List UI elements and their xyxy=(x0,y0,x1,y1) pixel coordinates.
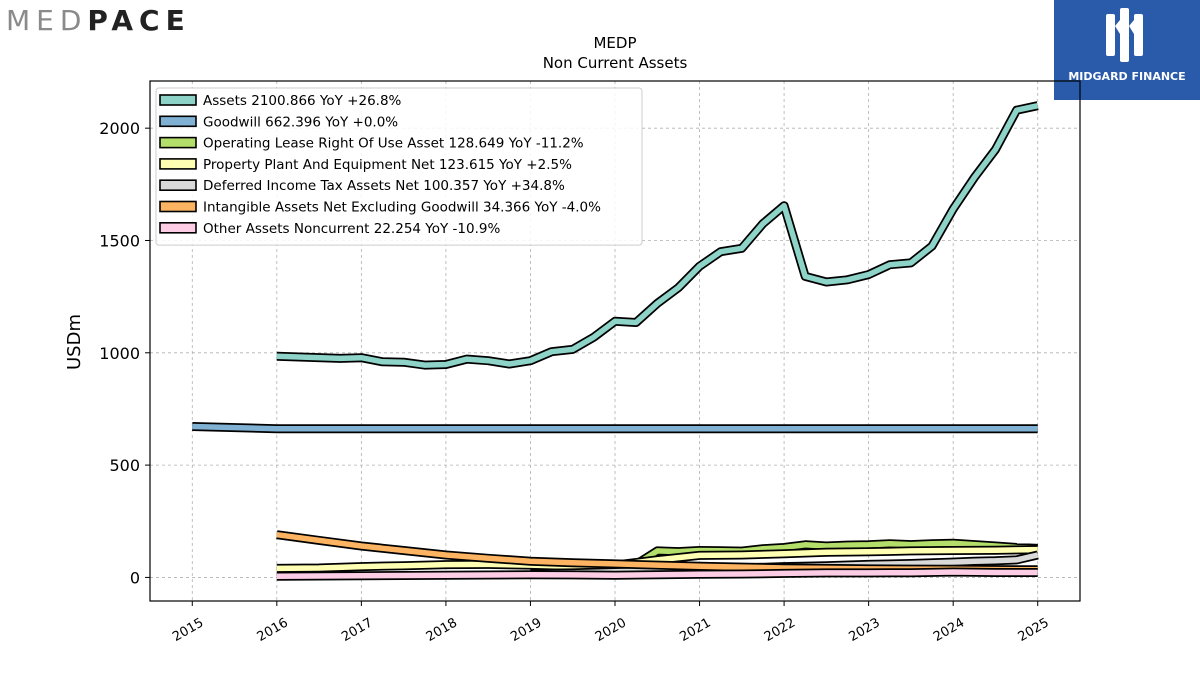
legend-swatch-6 xyxy=(159,222,197,234)
y-tick-label: 0 xyxy=(130,568,140,587)
midgard-finance-logo: MIDGARD FINANCE xyxy=(1054,0,1200,100)
midgard-brand-text: MIDGARD FINANCE xyxy=(1068,70,1186,83)
medpace-logo: MEDPACE xyxy=(6,4,191,37)
y-tick-label: 1000 xyxy=(99,344,140,363)
y-tick-label: 1500 xyxy=(99,231,140,250)
legend-label-4: Deferred Income Tax Assets Net 100.357 Y… xyxy=(203,178,565,194)
legend-swatch-0 xyxy=(159,94,197,106)
legend-label-1: Goodwill 662.396 YoY +0.0% xyxy=(203,114,398,130)
legend-box xyxy=(155,87,643,246)
legend-label-0: Assets 2100.866 YoY +26.8% xyxy=(203,93,402,109)
legend-swatch-3 xyxy=(159,158,197,170)
legend-swatch-4 xyxy=(159,179,197,191)
legend-label-5: Intangible Assets Net Excluding Goodwill… xyxy=(203,200,601,216)
x-tick-label: 2017 xyxy=(339,615,375,645)
series-layer xyxy=(192,101,1039,581)
x-tick-label: 2016 xyxy=(255,615,291,645)
series-line-6 xyxy=(276,569,1038,580)
x-tick-label: 2021 xyxy=(677,615,713,645)
x-tick-label: 2018 xyxy=(424,615,460,645)
y-axis-label: USDm xyxy=(64,314,85,370)
legend-label-3: Property Plant And Equipment Net 123.615… xyxy=(203,157,572,173)
chart-title: MEDP xyxy=(593,34,636,52)
series-line-3 xyxy=(276,546,1038,572)
legend: Assets 2100.866 YoY +26.8% Goodwill 662.3… xyxy=(155,87,643,246)
x-ticks: 2015 2016 2017 2018 2019 2020 2021 2022 2023 2024… xyxy=(170,601,1052,645)
chart-subtitle: Non Current Assets xyxy=(543,54,688,72)
legend-label-6: Other Assets Noncurrent 22.254 YoY -10.9… xyxy=(203,221,500,237)
x-tick-label: 2022 xyxy=(762,615,798,645)
x-tick-label: 2019 xyxy=(508,615,544,645)
midgard-emblem-icon xyxy=(1106,8,1143,62)
x-tick-label: 2020 xyxy=(593,615,629,645)
logo-text-b: PACE xyxy=(87,4,191,37)
x-tick-label: 2024 xyxy=(931,615,967,645)
logo-text-a: MED xyxy=(6,4,88,37)
legend-label-2: Operating Lease Right Of Use Asset 128.6… xyxy=(203,136,584,152)
legend-swatch-5 xyxy=(159,200,197,213)
x-tick-label: 2023 xyxy=(846,615,882,645)
x-tick-label: 2025 xyxy=(1016,615,1052,645)
series-line-0 xyxy=(276,103,1039,368)
x-tick-label: 2015 xyxy=(170,615,206,645)
y-tick-label: 2000 xyxy=(99,119,140,138)
series-line-1 xyxy=(192,423,1038,432)
y-ticks: 0 500 1000 1500 2000 xyxy=(99,119,150,587)
legend-swatch-1 xyxy=(159,115,197,128)
y-tick-label: 500 xyxy=(109,456,140,475)
legend-swatch-2 xyxy=(159,136,197,149)
